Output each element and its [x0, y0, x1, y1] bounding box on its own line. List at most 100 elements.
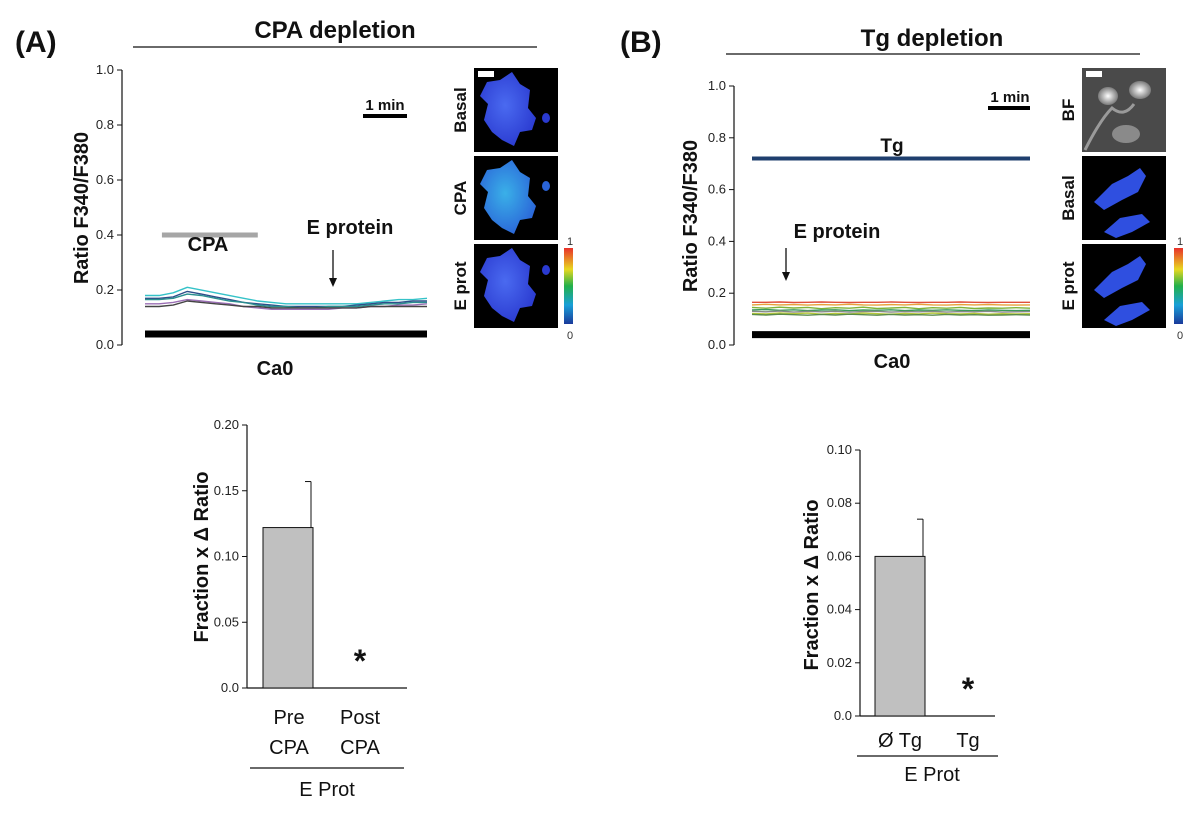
trace-b-ytick-label-0: 0.0: [708, 337, 726, 352]
image-label-a-cpa: CPA: [451, 181, 470, 216]
bar-chart-a: 0.0 0.05 0.10 0.15 0.20 Fraction x Δ Ratio *…: [191, 417, 407, 801]
bar-b-ytick-label-3: 0.06: [827, 548, 852, 563]
trace-b-ytick-label-4: 0.8: [708, 130, 726, 145]
trace-b-ticks: 0.0 0.2 0.4 0.6 0.8 1.0: [708, 78, 734, 352]
panel-b-title: Tg depletion: [861, 25, 1004, 52]
bar-a-group-label: E Prot: [299, 779, 355, 801]
bar-b-ticks: 0.0 0.02 0.04 0.06 0.08 0.10: [827, 442, 860, 723]
trace-a-ytick-label-1: 0.2: [96, 282, 114, 297]
scale-label-b: 1 min: [990, 89, 1029, 106]
ca0-label-b: Ca0: [874, 351, 911, 373]
bar-a-bar-0: [262, 527, 314, 689]
bar-b-ytick-label-2: 0.04: [827, 602, 852, 617]
e-protein-label-a: E protein: [307, 217, 394, 239]
colorbar-b: [1174, 248, 1183, 324]
bar-b-ytick-label-5: 0.10: [827, 442, 852, 457]
cell-fragment-a-cpa: [542, 181, 550, 191]
bf-cell-3: [1112, 125, 1140, 143]
bar-b-cat-tg: Tg: [956, 730, 979, 752]
bar-a-ytick-label-1: 0.05: [214, 614, 239, 629]
panel-a: (A) CPA depletion 0.0 0.2 0.4 0.6 0.8 1.0 Rat…: [15, 17, 573, 801]
trace-b-ytick-label-5: 1.0: [708, 78, 726, 93]
colorbar-a-max: 1: [567, 236, 573, 248]
bar-b-significance-1: *: [962, 671, 975, 707]
image-strip-a: Basal CPA E prot 1 0: [451, 68, 573, 342]
cell-fragment-a-basal: [542, 113, 550, 123]
bar-a-ytick-label-4: 0.20: [214, 417, 239, 432]
ca0-label-a: Ca0: [257, 358, 294, 380]
colorbar-a: [564, 248, 573, 324]
bar-a-cat-post-line1: Post: [340, 707, 380, 729]
bar-a-cat-pre-line2: CPA: [269, 737, 309, 759]
trace-b-ytick-label-2: 0.4: [708, 233, 726, 248]
trace-b-series-7: [751, 313, 1031, 316]
bar-b-ytick-label-0: 0.0: [834, 708, 852, 723]
colorbar-b-min: 0: [1177, 330, 1183, 342]
bar-a-significance-1: *: [354, 643, 367, 679]
bar-a-cat-pre-line1: Pre: [273, 707, 304, 729]
image-label-a-basal: Basal: [451, 87, 470, 132]
trace-b-ylabel: Ratio F340/F380: [680, 140, 702, 292]
trace-a-series-1: [145, 286, 428, 305]
trace-a-series-3: [145, 293, 427, 309]
bf-cell-2: [1129, 81, 1151, 99]
bf-process: [1083, 103, 1136, 151]
e-protein-arrowhead-b: [782, 272, 790, 281]
trace-chart-b: 0.0 0.2 0.4 0.6 0.8 1.0 Ratio F340/F380 Tg Ca…: [680, 78, 1031, 373]
e-protein-label-b: E protein: [794, 221, 881, 243]
trace-b-series-2: [751, 303, 1031, 306]
scale-label-a: 1 min: [365, 97, 404, 114]
bar-a-ytick-label-3: 0.15: [214, 483, 239, 498]
cell-shape-b-eprot-1: [1094, 256, 1146, 298]
cell-shape-b-eprot-2: [1104, 302, 1150, 326]
image-scale-bar-a: [478, 71, 494, 77]
bar-b-group-label: E Prot: [904, 764, 960, 786]
trace-a-ytick-label-2: 0.4: [96, 227, 114, 242]
trace-b-ytick-label-1: 0.2: [708, 285, 726, 300]
trace-a-series-5: [145, 300, 427, 309]
bar-a-ylabel: Fraction x Δ Ratio: [191, 471, 213, 642]
image-label-b-basal: Basal: [1059, 175, 1078, 220]
trace-a-ticks: 0.0 0.2 0.4 0.6 0.8 1.0: [96, 62, 122, 352]
trace-chart-a: 0.0 0.2 0.4 0.6 0.8 1.0 Ratio F340/F380 CPA C…: [71, 62, 428, 380]
cell-shape-a-eprot: [480, 248, 536, 322]
trace-a-ylabel: Ratio F340/F380: [71, 132, 93, 284]
trace-b-series-5: [751, 310, 1031, 313]
trace-a-condition-bars: [145, 232, 427, 338]
bar-b-bar-0: [874, 555, 926, 717]
trace-b-series-group: [751, 301, 1031, 316]
trace-a-ytick-label-5: 1.0: [96, 62, 114, 77]
image-label-a-eprot: E prot: [451, 261, 470, 310]
bar-b-ytick-label-1: 0.02: [827, 655, 852, 670]
trace-b-series-3: [751, 306, 1031, 310]
panel-b: (B) Tg depletion 0.0 0.2 0.4 0.6 0.8 1.0 Rati…: [620, 25, 1183, 786]
bar-a-marks: *: [262, 481, 367, 689]
trace-b-series-1: [752, 301, 1030, 304]
image-label-b-eprot: E prot: [1059, 261, 1078, 310]
trace-b-condition-bars: [752, 156, 1030, 339]
bar-a-cat-post-line2: CPA: [340, 737, 380, 759]
trace-b-series-4: [751, 308, 1031, 312]
bar-b-cat-notg: Ø Tg: [878, 730, 922, 752]
trace-a-series-group: [145, 286, 428, 310]
bf-cell-1: [1098, 87, 1118, 105]
bar-a-ticks: 0.0 0.05 0.10 0.15 0.20: [214, 417, 247, 695]
e-protein-arrowhead-a: [329, 278, 337, 287]
tg-bar-label: Tg: [880, 136, 903, 157]
panel-b-letter: (B): [620, 26, 662, 59]
image-scale-bar-b: [1086, 71, 1102, 77]
cell-shape-a-cpa: [480, 160, 536, 234]
trace-a-ytick-label-4: 0.8: [96, 117, 114, 132]
cell-fragment-a-eprot: [542, 265, 550, 275]
trace-a-ytick-label-3: 0.6: [96, 172, 114, 187]
colorbar-b-max: 1: [1177, 236, 1183, 248]
cell-shape-b-basal-1: [1094, 168, 1146, 210]
bar-b-marks: *: [874, 518, 975, 717]
panel-a-title: CPA depletion: [254, 17, 415, 44]
bar-a-ytick-label-2: 0.10: [214, 549, 239, 564]
image-strip-b: BF Basal E prot 1 0: [1059, 68, 1183, 342]
image-label-b-bf: BF: [1059, 99, 1078, 122]
cell-shape-a-basal: [480, 72, 536, 146]
bar-a-ytick-label-0: 0.0: [221, 680, 239, 695]
